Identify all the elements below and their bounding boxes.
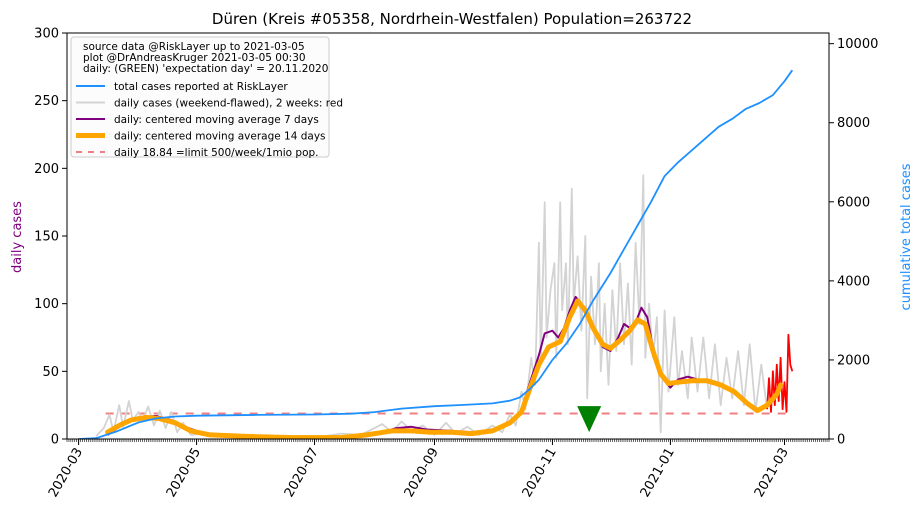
legend-entry-label: daily cases (weekend-flawed), 2 weeks: r… bbox=[114, 98, 343, 110]
legend-entry-label: total cases reported at RiskLayer bbox=[114, 81, 288, 93]
x-tick-label: 2021-01 bbox=[638, 446, 678, 501]
legend-header-line: source data @RiskLayer up to 2021-03-05 bbox=[83, 41, 305, 53]
x-tick-label: 2020-05 bbox=[164, 446, 204, 501]
y-tick-label-right: 4000 bbox=[837, 274, 870, 289]
plot-marks bbox=[78, 69, 794, 439]
y-tick-label-right: 6000 bbox=[837, 195, 870, 210]
y-tick-label-right: 0 bbox=[837, 433, 845, 448]
series-total-cases bbox=[78, 69, 794, 439]
series-moving-average-14 bbox=[105, 298, 784, 439]
x-tick-label: 2020-09 bbox=[402, 446, 442, 501]
legend-entry-label: daily: centered moving average 14 days bbox=[114, 131, 326, 143]
x-tick-label: 2020-03 bbox=[46, 446, 86, 501]
x-tick-label: 2021-03 bbox=[752, 446, 792, 501]
chart-title: Düren (Kreis #05358, Nordrhein-Westfalen… bbox=[212, 10, 692, 28]
legend-header-line: daily: (GREEN) 'expectation day' = 20.11… bbox=[83, 63, 328, 75]
series-moving-average-7 bbox=[107, 295, 784, 439]
y-tick-label-left: 100 bbox=[34, 297, 59, 312]
y-tick-label-left: 50 bbox=[42, 365, 59, 380]
x-tick-label: 2020-11 bbox=[520, 446, 560, 501]
y-tick-label-left: 150 bbox=[34, 230, 59, 245]
legend-header-line: plot @DrAndreasKruger 2021-03-05 00:30 bbox=[83, 52, 306, 64]
y-tick-label-left: 0 bbox=[51, 433, 59, 448]
legend-entry-label: daily: centered moving average 7 days bbox=[114, 114, 319, 126]
y-axis-label-left: daily cases bbox=[10, 201, 25, 273]
y-tick-label-left: 250 bbox=[34, 94, 59, 109]
y-tick-label-left: 200 bbox=[34, 162, 59, 177]
y-tick-label-right: 8000 bbox=[837, 116, 870, 131]
legend: source data @RiskLayer up to 2021-03-05p… bbox=[70, 36, 343, 159]
series-daily-cases-last-2-weeks bbox=[766, 333, 794, 413]
y-axis-label-right: cumulative total cases bbox=[899, 163, 914, 310]
legend-box bbox=[70, 36, 330, 158]
x-tick-label: 2020-07 bbox=[282, 446, 322, 501]
series-daily-cases bbox=[95, 174, 768, 439]
y-tick-label-left: 300 bbox=[34, 27, 59, 42]
expectation-day-marker bbox=[577, 406, 602, 433]
y-tick-label-right: 10000 bbox=[837, 37, 878, 52]
y-tick-label-right: 2000 bbox=[837, 353, 870, 368]
legend-entry-label: daily 18.84 =limit 500/week/1mio pop. bbox=[114, 147, 319, 159]
